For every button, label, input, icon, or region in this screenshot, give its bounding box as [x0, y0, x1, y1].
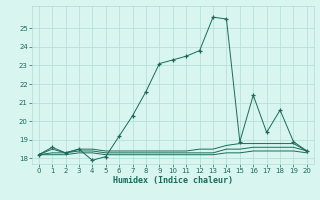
X-axis label: Humidex (Indice chaleur): Humidex (Indice chaleur) — [113, 176, 233, 185]
